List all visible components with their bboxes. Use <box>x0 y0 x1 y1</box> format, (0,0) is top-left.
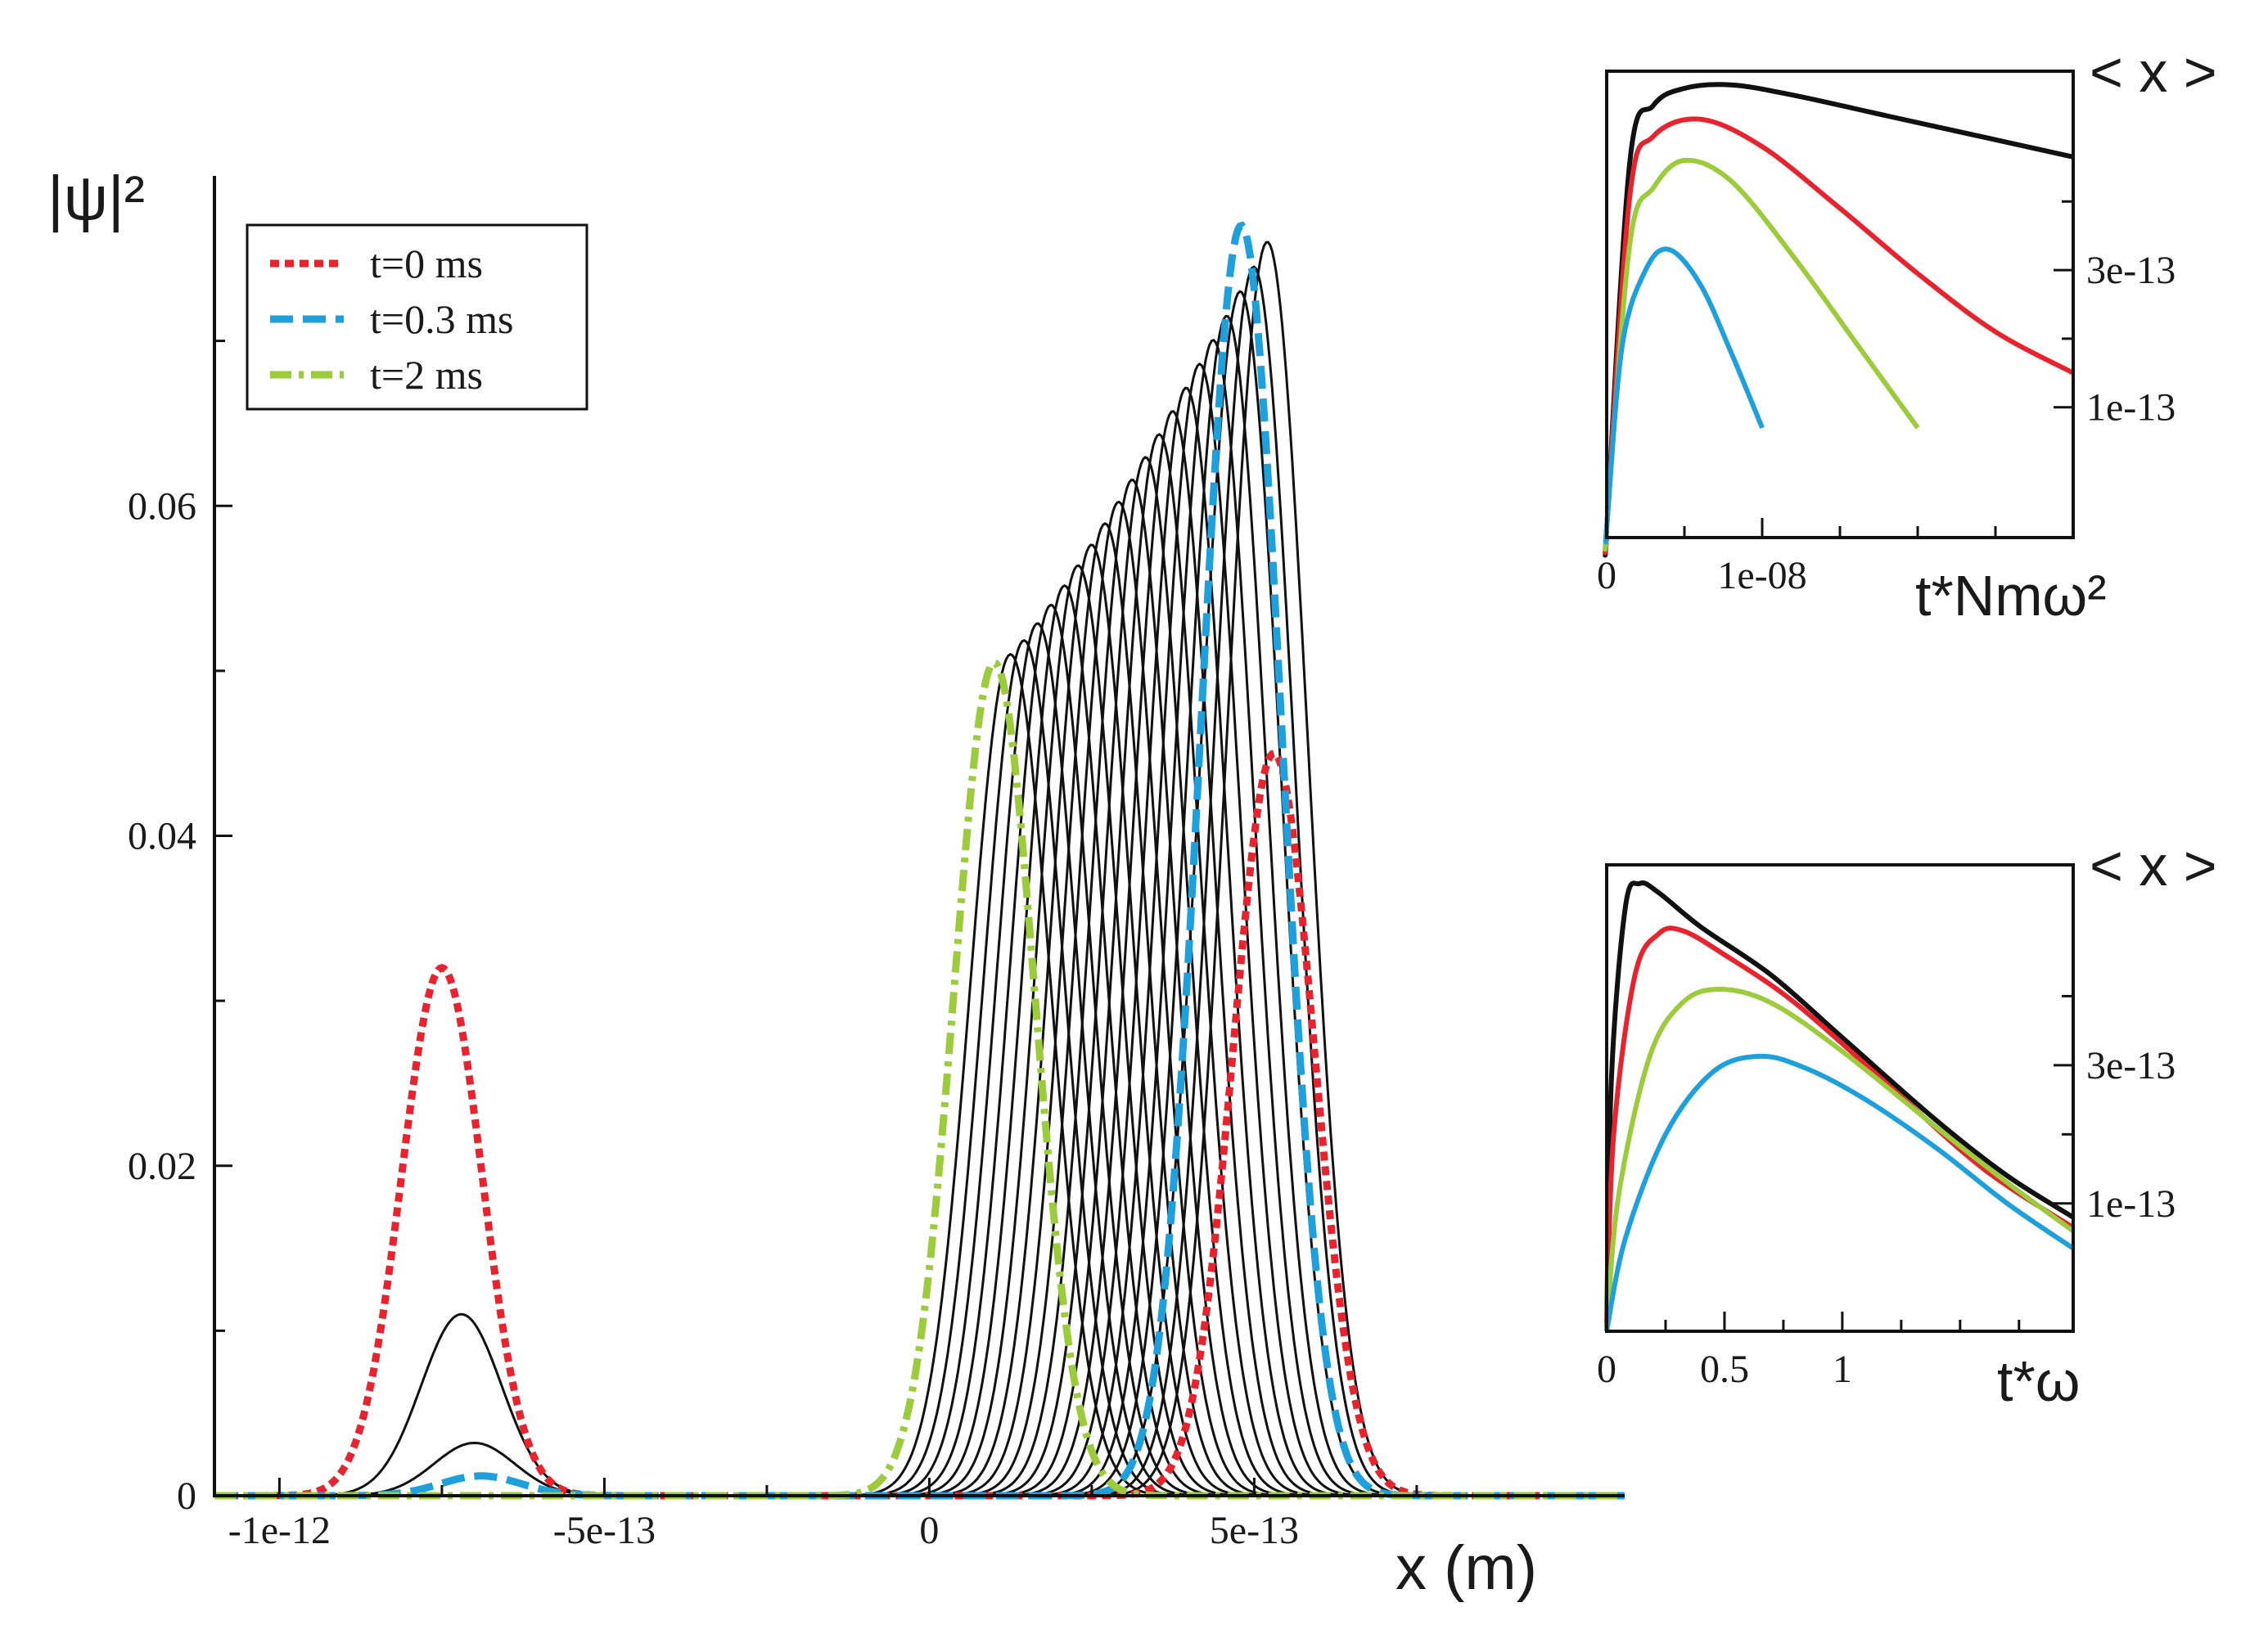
inset-top-panel: 0 1e-08 1e-13 3e-13 < x > t*Nmω² <box>1597 40 2217 628</box>
inset_bottom-y-tick-label-1: 3e-13 <box>2086 1044 2176 1087</box>
y-tick-label-0: 0 <box>177 1474 196 1518</box>
main-y-axis-title: |ψ|² <box>47 164 145 233</box>
inset-bottom-curves <box>1604 880 2075 1332</box>
legend-label-t03: t=0.3 ms <box>370 296 513 342</box>
series-t-0-3-ms <box>214 221 1625 1500</box>
inset_bottom-curve-green <box>1604 986 2075 1332</box>
inset_bottom-curve-blue <box>1604 1053 2075 1332</box>
inset_bottom-x-tick-label-2: 1 <box>1833 1348 1852 1391</box>
intermediate-curve-right-10 <box>214 456 1625 1497</box>
x-tick-label-1: -5e-13 <box>553 1509 656 1552</box>
inset-bottom-y-axis-title: < x > <box>2090 834 2217 898</box>
legend: t=0 ms t=0.3 ms t=2 ms <box>246 223 588 411</box>
inset_bottom-curve-red <box>1604 925 2075 1332</box>
x-tick-label-2: 0 <box>919 1509 939 1552</box>
y-tick-label-2: 0.04 <box>128 815 196 858</box>
legend-box <box>246 223 588 411</box>
intermediate-curve-right-19 <box>214 241 1625 1497</box>
intermediate-curve-right-18 <box>214 265 1625 1497</box>
inset-top-x-axis-title: t*Nmω² <box>1915 564 2107 628</box>
main-panel: -1e-12 -5e-13 0 5e-13 0 0.02 0.04 0.06 |ψ|² x (… <box>47 164 1625 1603</box>
inset_bottom-y-tick-label-0: 1e-13 <box>2086 1182 2176 1226</box>
inset_bottom-x-tick-label-1: 0.5 <box>1700 1348 1749 1391</box>
y-tick-label-3: 0.06 <box>128 484 196 528</box>
inset-top-y-axis-title: < x > <box>2090 40 2217 104</box>
main-curves <box>214 221 1625 1500</box>
inset-top-curves <box>1603 82 2075 558</box>
inset_bottom-x-tick-label-0: 0 <box>1597 1348 1616 1391</box>
inset_top-curve-red <box>1603 116 2075 556</box>
inset_bottom-curve-black <box>1604 880 2075 1332</box>
x-tick-label-0: -1e-12 <box>228 1509 331 1552</box>
inset_top-curve-blue <box>1603 246 1765 545</box>
inset-bottom-x-axis-title: t*ω <box>1997 1349 2080 1413</box>
x-tick-label-3: 5e-13 <box>1210 1509 1299 1552</box>
main-ticks: -1e-12 -5e-13 0 5e-13 0 0.02 0.04 0.06 <box>128 340 1418 1552</box>
series-t-0-ms <box>214 749 1625 1500</box>
y-tick-label-1: 0.02 <box>128 1145 196 1188</box>
intermediate-curve-right-5 <box>214 564 1625 1497</box>
legend-label-t0: t=0 ms <box>370 241 483 286</box>
inset-bottom-frame <box>1605 863 2075 1333</box>
inset-bottom-ticks: 0 0.5 1 1e-13 3e-13 <box>1597 994 2176 1391</box>
inset_top-x-tick-label-1: 1e-08 <box>1717 554 1806 597</box>
intermediate-curve-right-17 <box>214 290 1625 1497</box>
inset_top-x-tick-label-0: 0 <box>1597 554 1616 597</box>
intermediate-curve-right-9 <box>214 479 1625 1497</box>
inset-top-ticks: 0 1e-08 1e-13 3e-13 <box>1597 200 2176 597</box>
legend-label-t2: t=2 ms <box>370 352 483 398</box>
inset_top-y-tick-label-0: 1e-13 <box>2086 386 2176 430</box>
main-x-axis-title: x (m) <box>1396 1533 1537 1603</box>
inset-bottom-panel: 0 0.5 1 1e-13 3e-13 < x > t*ω <box>1597 834 2217 1413</box>
intermediate-curve-right-16 <box>214 314 1625 1497</box>
inset_top-y-tick-label-1: 3e-13 <box>2086 249 2176 292</box>
inset_top-curve-green <box>1603 157 1920 552</box>
